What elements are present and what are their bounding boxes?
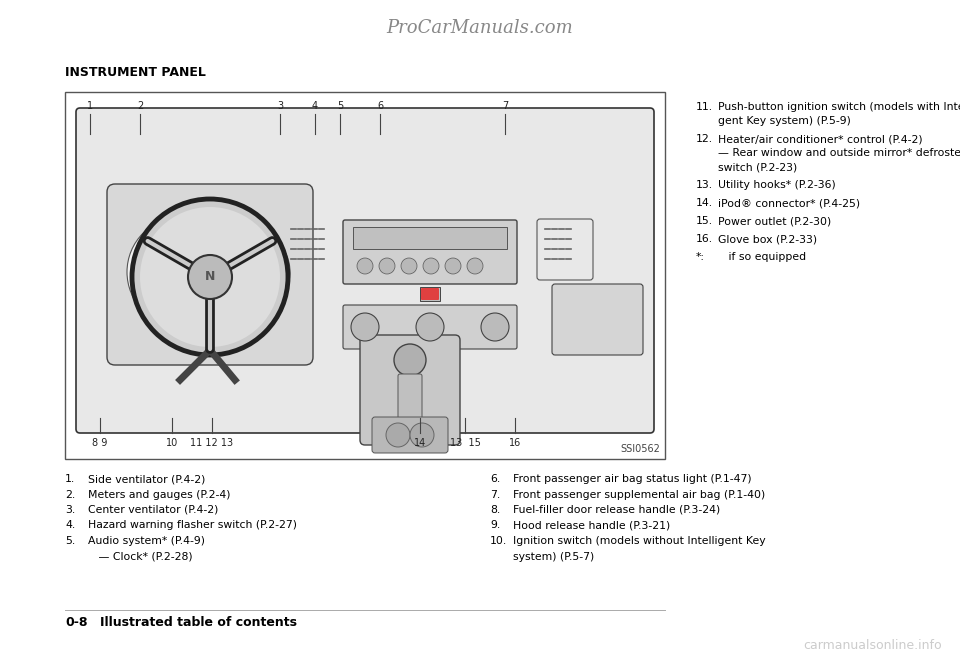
Bar: [65, 92, 665, 459]
FancyBboxPatch shape: [76, 108, 654, 433]
Circle shape: [410, 423, 434, 447]
Text: 3: 3: [276, 101, 283, 111]
Text: Heater/air conditioner* control (P.4-2): Heater/air conditioner* control (P.4-2): [718, 134, 923, 144]
Text: 8 9: 8 9: [92, 438, 108, 448]
Text: Illustrated table of contents: Illustrated table of contents: [100, 616, 297, 629]
Text: carmanualsonline.info: carmanualsonline.info: [804, 639, 942, 652]
Circle shape: [379, 258, 395, 274]
Bar: [353, 227, 507, 249]
Text: Front passenger supplemental air bag (P.1-40): Front passenger supplemental air bag (P.…: [513, 489, 765, 499]
Text: 0-8: 0-8: [65, 616, 87, 629]
Text: *:: *:: [696, 252, 705, 262]
Text: Side ventilator (P.4-2): Side ventilator (P.4-2): [88, 474, 205, 484]
FancyBboxPatch shape: [372, 417, 448, 453]
Text: Front passenger air bag status light (P.1-47): Front passenger air bag status light (P.…: [513, 474, 752, 484]
Text: 10: 10: [166, 438, 179, 448]
Text: Hood release handle (P.3-21): Hood release handle (P.3-21): [513, 521, 670, 531]
Circle shape: [445, 258, 461, 274]
Text: 16.: 16.: [696, 234, 713, 244]
Circle shape: [127, 217, 237, 327]
Circle shape: [188, 255, 232, 299]
Circle shape: [481, 313, 509, 341]
FancyBboxPatch shape: [107, 184, 313, 365]
Text: 3.: 3.: [65, 505, 75, 515]
Text: gent Key system) (P.5-9): gent Key system) (P.5-9): [718, 116, 851, 126]
Text: Glove box (P.2-33): Glove box (P.2-33): [718, 234, 817, 244]
Text: 9.: 9.: [490, 521, 500, 531]
Text: Audio system* (P.4-9): Audio system* (P.4-9): [88, 536, 205, 546]
FancyBboxPatch shape: [360, 335, 460, 445]
Circle shape: [401, 258, 417, 274]
FancyBboxPatch shape: [398, 374, 422, 428]
Text: 6.: 6.: [490, 474, 500, 484]
Text: if so equipped: if so equipped: [718, 252, 806, 262]
Text: 4.: 4.: [65, 521, 75, 531]
Text: Fuel-filler door release handle (P.3-24): Fuel-filler door release handle (P.3-24): [513, 505, 720, 515]
Circle shape: [423, 258, 439, 274]
Circle shape: [467, 258, 483, 274]
Text: 5.: 5.: [65, 536, 75, 546]
Circle shape: [206, 230, 290, 314]
Circle shape: [394, 344, 426, 376]
Text: iPod® connector* (P.4-25): iPod® connector* (P.4-25): [718, 198, 860, 208]
Text: 7: 7: [502, 101, 508, 111]
Text: 15.: 15.: [696, 216, 713, 226]
Text: Utility hooks* (P.2-36): Utility hooks* (P.2-36): [718, 180, 836, 190]
FancyBboxPatch shape: [343, 305, 517, 349]
Text: 2.: 2.: [65, 489, 75, 499]
Text: Meters and gauges (P.2-4): Meters and gauges (P.2-4): [88, 489, 230, 499]
Text: 11 12 13: 11 12 13: [190, 438, 233, 448]
Text: 6: 6: [377, 101, 383, 111]
Text: Push-button ignition switch (models with Intelli-: Push-button ignition switch (models with…: [718, 102, 960, 112]
Text: 16: 16: [509, 438, 521, 448]
Text: 11.: 11.: [696, 102, 713, 112]
FancyBboxPatch shape: [343, 220, 517, 284]
Text: 8.: 8.: [490, 505, 500, 515]
Circle shape: [386, 423, 410, 447]
Text: 4: 4: [312, 101, 318, 111]
Circle shape: [357, 258, 373, 274]
Circle shape: [351, 313, 379, 341]
Bar: [420, 287, 440, 301]
Text: 7.: 7.: [490, 489, 500, 499]
Text: 2: 2: [137, 101, 143, 111]
Text: 14.: 14.: [696, 198, 713, 208]
Text: Power outlet (P.2-30): Power outlet (P.2-30): [718, 216, 831, 226]
FancyBboxPatch shape: [552, 284, 643, 355]
Text: N: N: [204, 270, 215, 284]
Text: Hazard warning flasher switch (P.2-27): Hazard warning flasher switch (P.2-27): [88, 521, 297, 531]
Text: 14: 14: [414, 438, 426, 448]
Text: ProCarManuals.com: ProCarManuals.com: [387, 19, 573, 37]
Text: 10.: 10.: [490, 536, 507, 546]
Circle shape: [416, 313, 444, 341]
Circle shape: [132, 199, 288, 355]
Text: 13.: 13.: [696, 180, 713, 190]
Text: 5: 5: [337, 101, 343, 111]
Circle shape: [140, 207, 280, 347]
Text: system) (P.5-7): system) (P.5-7): [513, 552, 594, 562]
Text: Ignition switch (models without Intelligent Key: Ignition switch (models without Intellig…: [513, 536, 766, 546]
Text: switch (P.2-23): switch (P.2-23): [718, 162, 797, 172]
Text: 12.: 12.: [696, 134, 713, 144]
Text: 1: 1: [87, 101, 93, 111]
Text: SSI0562: SSI0562: [620, 444, 660, 454]
Text: INSTRUMENT PANEL: INSTRUMENT PANEL: [65, 66, 205, 78]
Text: 13  15: 13 15: [449, 438, 480, 448]
Text: Center ventilator (P.4-2): Center ventilator (P.4-2): [88, 505, 218, 515]
FancyBboxPatch shape: [421, 288, 439, 300]
Text: — Rear window and outside mirror* defroster: — Rear window and outside mirror* defros…: [718, 148, 960, 158]
Text: — Clock* (P.2-28): — Clock* (P.2-28): [88, 552, 193, 562]
Text: 1.: 1.: [65, 474, 75, 484]
